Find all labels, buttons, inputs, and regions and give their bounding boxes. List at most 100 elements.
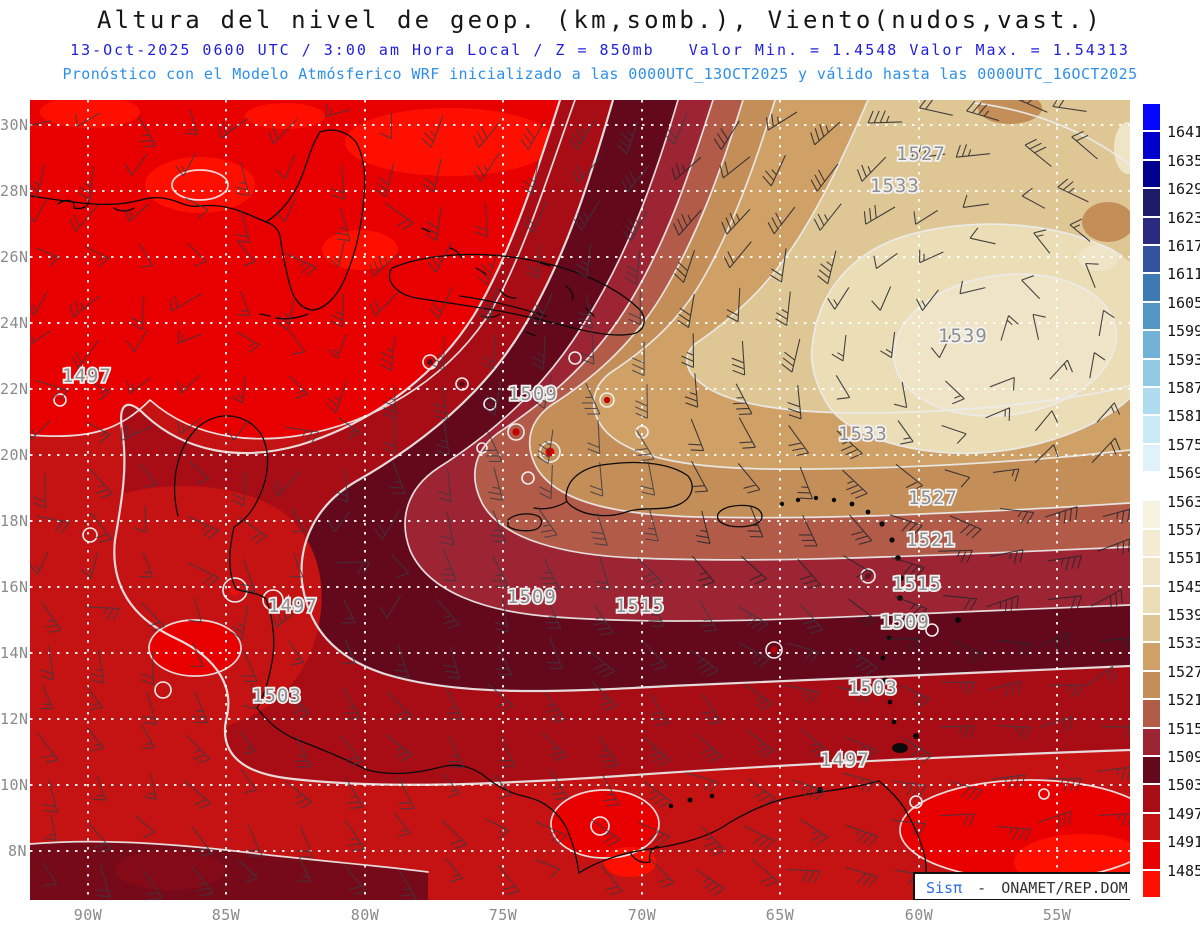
minmax-values-label: Valor Min. = 1.4548 Valor Max. = 1.54313	[688, 41, 1130, 59]
lat-lon-gridlines	[30, 100, 1130, 900]
colorbar-tick-label: 1527	[1167, 662, 1200, 681]
colorbar-cell	[1142, 131, 1161, 160]
colorbar-cell	[1142, 699, 1161, 728]
lat-tick-label: 24N	[0, 314, 29, 332]
colorbar-cell	[1142, 755, 1161, 785]
contour-label: 1509	[507, 586, 557, 608]
lat-tick-label: 12N	[0, 710, 29, 728]
lon-tick-label: 75W	[488, 906, 518, 924]
colorbar-cell	[1142, 585, 1161, 615]
contour-label: 1527	[896, 143, 946, 165]
lon-tick-label: 60W	[904, 906, 934, 924]
contour-value-labels: 1497 1509 1527 1533 1539 1533 1527 1521 1515 1509…	[60, 141, 988, 773]
colorbar-cell	[1142, 812, 1161, 842]
colorbar-tick-label: 1635	[1167, 151, 1200, 170]
colorbar-tick-label: 1581	[1167, 407, 1200, 426]
colorbar-tick-label: 1629	[1167, 180, 1200, 199]
page-title: Altura del nivel de geop. (km,somb.), Vi…	[96, 6, 1103, 34]
coastlines	[30, 129, 961, 900]
colorbar-tick-label: 1503	[1167, 776, 1200, 795]
contour-label: 1497	[268, 595, 318, 617]
colorbar-tick-label: 1509	[1167, 748, 1200, 767]
lat-tick-label: 30N	[0, 116, 29, 134]
valid-time-label: 13-Oct-2025 0600 UTC / 3:00 am Hora Loca…	[70, 41, 655, 59]
contour-label: 1515	[892, 573, 942, 595]
lat-tick-label: 18N	[0, 512, 29, 530]
colorbar-cell	[1142, 244, 1161, 274]
lon-tick-label: 90W	[73, 906, 103, 924]
colorbar-cell	[1142, 103, 1161, 132]
shaded-height-bands	[30, 100, 1130, 900]
colorbar-cell	[1142, 557, 1161, 586]
colorbar-cell	[1142, 301, 1161, 331]
map-canvas: 1497 1509 1527 1533 1539 1533 1527 1521 1515 1509…	[30, 100, 1130, 900]
contour-label: 1509	[880, 611, 930, 633]
geopotential-map-svg: 1497 1509 1527 1533 1539 1533 1527 1521 1515 1509…	[30, 100, 1130, 900]
colorbar-cell	[1142, 188, 1161, 217]
colorbar-tick-label: 1599	[1167, 322, 1200, 341]
colorbar-cell	[1142, 216, 1161, 245]
model-info-label: Pronóstico con el Modelo Atmósferico WRF…	[62, 65, 1138, 83]
watermark-dash: -	[977, 879, 986, 897]
watermark-box: Sisπ - ONAMET/REP.DOM.	[913, 872, 1130, 900]
lat-tick-label: 28N	[0, 182, 29, 200]
lon-tick-label: 85W	[211, 906, 241, 924]
colorbar-cell	[1142, 784, 1161, 813]
colorbar-cell	[1142, 614, 1161, 643]
lon-tick-label: 65W	[765, 906, 795, 924]
lon-tick-label: 70W	[627, 906, 657, 924]
contour-label: 1497	[820, 749, 870, 771]
subtitle-datetime-row: 13-Oct-2025 0600 UTC / 3:00 am Hora Loca…	[0, 41, 1200, 59]
contour-label: 1521	[906, 529, 956, 551]
contour-label: 1533	[870, 175, 920, 197]
colorbar-tick-label: 1587	[1167, 378, 1200, 397]
colorbar-tick-label: 1575	[1167, 435, 1200, 454]
contour-label: 1503	[848, 677, 898, 699]
colorbar-cell	[1142, 273, 1161, 302]
colorbar-cell	[1142, 358, 1161, 387]
watermark-brand: Sisπ	[926, 879, 962, 897]
colorbar	[1142, 103, 1161, 898]
colorbar-cell	[1142, 415, 1161, 444]
contour-label: 1515	[615, 595, 665, 617]
contour-label: 1533	[838, 423, 888, 445]
wind-barbs	[30, 100, 1130, 900]
colorbar-tick-label: 1563	[1167, 492, 1200, 511]
colorbar-tick-label: 1569	[1167, 464, 1200, 483]
colorbar-tick-label: 1515	[1167, 719, 1200, 738]
colorbar-tick-label: 1605	[1167, 293, 1200, 312]
lat-tick-label: 26N	[0, 248, 29, 266]
lat-tick-label: 22N	[0, 380, 29, 398]
svg-text:Sisπ - ONAMET/: Sisπ - ONAMET/REP.DOM.	[926, 879, 1130, 897]
colorbar-tick-label: 1533	[1167, 634, 1200, 653]
lon-tick-label: 80W	[350, 906, 380, 924]
colorbar-tick-label: 1521	[1167, 691, 1200, 710]
lat-tick-label: 8N	[7, 842, 27, 860]
lon-tick-label: 55W	[1042, 906, 1072, 924]
colorbar-tick-label: 1617	[1167, 236, 1200, 255]
colorbar-tick-label: 1641	[1167, 123, 1200, 142]
colorbar-cell	[1142, 443, 1161, 473]
contour-label: 1503	[252, 685, 302, 707]
lat-tick-label: 14N	[0, 644, 29, 662]
colorbar-cell	[1142, 500, 1161, 529]
colorbar-tick-label: 1485	[1167, 861, 1200, 880]
colorbar-tick-label: 1497	[1167, 804, 1200, 823]
colorbar-tick-label: 1545	[1167, 577, 1200, 596]
height-contour-lines	[30, 100, 1130, 881]
contour-label: 1539	[938, 325, 988, 347]
lat-tick-label: 20N	[0, 446, 29, 464]
contour-label: 1497	[62, 365, 112, 387]
colorbar-cell	[1142, 330, 1161, 359]
colorbar-cell	[1142, 869, 1161, 898]
lat-tick-label: 16N	[0, 578, 29, 596]
colorbar-cell	[1142, 528, 1161, 558]
colorbar-tick-label: 1623	[1167, 208, 1200, 227]
colorbar-cell	[1142, 727, 1161, 756]
colorbar-cell	[1142, 670, 1161, 700]
colorbar-tick-label: 1593	[1167, 350, 1200, 369]
lat-tick-label: 10N	[0, 776, 29, 794]
colorbar-tick-label: 1551	[1167, 549, 1200, 568]
colorbar-tick-label: 1539	[1167, 606, 1200, 625]
